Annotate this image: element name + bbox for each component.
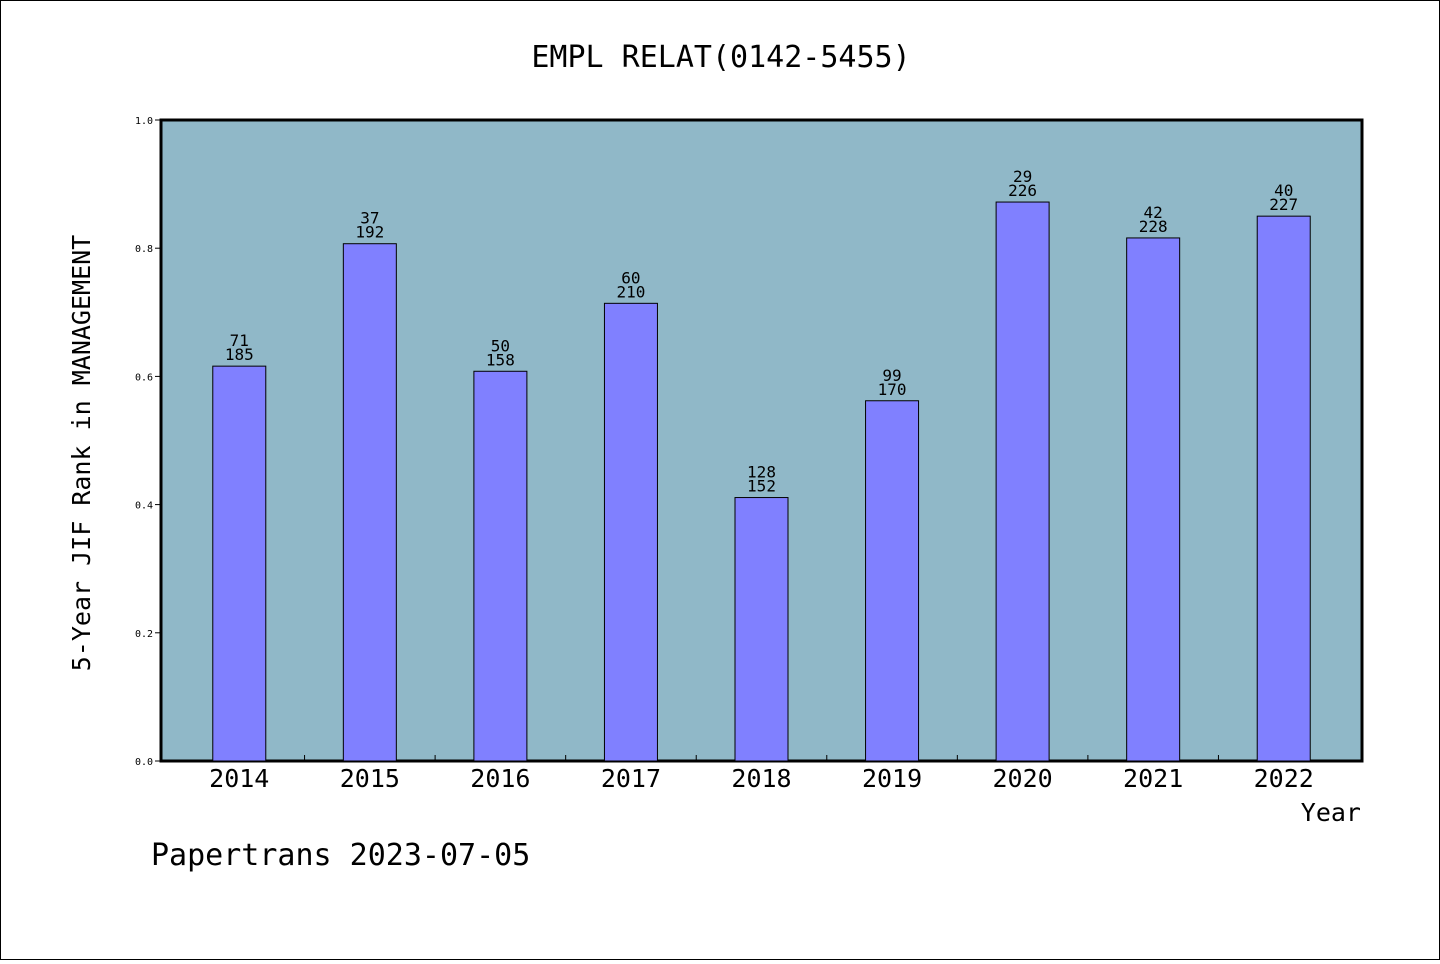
bar-total-label: 185 [225, 345, 254, 364]
bar [865, 400, 920, 762]
y-tick-label: 0.8 [135, 244, 153, 255]
x-tick-label: 2020 [993, 764, 1053, 793]
y-tick-label: 0.6 [135, 372, 153, 383]
y-tick-label: 0.4 [135, 501, 153, 512]
bar-rank-label: 40 [1274, 181, 1293, 200]
bar-total-label: 226 [1008, 181, 1037, 200]
bar-total-label: 210 [616, 282, 645, 301]
x-axis-label: Year [1301, 798, 1361, 827]
bar [603, 302, 658, 762]
bar-rank-label: 42 [1144, 203, 1163, 222]
bar-labels: 7118537192501586021012815299170292264222… [225, 167, 1298, 496]
bar-rank-label: 60 [621, 268, 640, 287]
bar [995, 201, 1050, 762]
footer-text: Papertrans 2023-07-05 [151, 838, 530, 873]
chart-title: EMPL RELAT(0142-5455) [531, 40, 910, 75]
bar-rank-label: 99 [882, 366, 901, 385]
bar-total-label: 228 [1139, 217, 1168, 236]
x-tick-labels: 2014 2015 2016 2017 2018 2019 2020 2021 2022 [209, 764, 1314, 793]
y-axis-ticks: 0.0 0.2 0.4 0.6 0.8 1.0 [135, 116, 161, 768]
bar-rank-label: 29 [1013, 167, 1032, 186]
x-axis-separators [304, 755, 1219, 761]
x-tick-label: 2022 [1254, 764, 1314, 793]
bar [473, 370, 528, 762]
y-tick-label: 1.0 [135, 116, 153, 127]
bar-rank-label: 128 [747, 463, 776, 482]
bar [212, 365, 267, 762]
x-tick-label: 2016 [470, 764, 530, 793]
bar [1256, 215, 1311, 762]
y-tick-label: 0.0 [135, 757, 153, 768]
x-tick-label: 2014 [209, 764, 269, 793]
x-tick-label: 2017 [601, 764, 661, 793]
y-axis-label: 5-Year JIF Rank in MANAGEMENT [67, 235, 96, 672]
x-tick-label: 2018 [731, 764, 791, 793]
bar-total-label: 158 [486, 350, 515, 369]
bar-total-label: 192 [355, 223, 384, 242]
x-tick-label: 2019 [862, 764, 922, 793]
bars [212, 201, 1311, 762]
bar [342, 243, 397, 762]
bar-total-label: 152 [747, 477, 776, 496]
bar-rank-label: 71 [230, 331, 249, 350]
y-tick-label: 0.2 [135, 629, 153, 640]
bar-rank-label: 50 [491, 336, 510, 355]
bar-total-label: 170 [878, 380, 907, 399]
x-tick-label: 2015 [340, 764, 400, 793]
bar [1126, 237, 1181, 762]
bar-total-label: 227 [1269, 195, 1298, 214]
bar-rank-label: 37 [360, 209, 379, 228]
bar [734, 497, 789, 762]
x-tick-label: 2021 [1123, 764, 1183, 793]
